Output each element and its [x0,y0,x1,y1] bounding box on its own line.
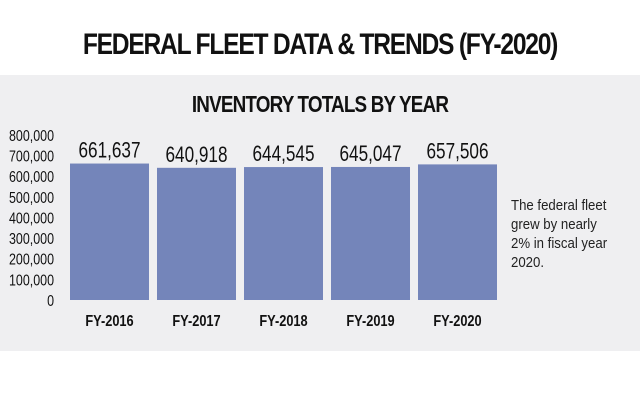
data-label: 640,918 [166,143,228,168]
x-tick-label: FY-2018 [259,313,307,331]
chart-title: INVENTORY TOTALS BY YEAR [191,91,449,117]
y-tick-label: 500,000 [9,189,54,207]
data-label: 644,545 [253,142,315,167]
chart-annotation: The federal fleet grew by nearly 2% in f… [511,197,608,271]
y-tick-label: 700,000 [9,148,54,166]
y-tick-label: 600,000 [9,169,54,187]
page-title: FEDERAL FLEET DATA & TRENDS (FY-2020) [82,28,559,61]
bar [331,166,410,300]
data-label: 657,506 [427,139,489,164]
bar [70,163,149,300]
data-label: 661,637 [79,139,141,164]
y-tick-label: 400,000 [9,210,54,228]
x-tick-label: FY-2020 [433,313,481,331]
bar [418,164,497,300]
bar [157,167,236,300]
x-tick-label: FY-2016 [85,313,133,331]
data-label: 645,047 [340,142,402,167]
y-tick-label: 0 [47,293,54,311]
y-tick-label: 100,000 [9,272,54,290]
x-tick-label: FY-2019 [346,313,394,331]
y-tick-label: 200,000 [9,251,54,269]
bar [244,167,323,300]
y-tick-label: 300,000 [9,231,54,249]
x-tick-label: FY-2017 [172,313,220,331]
y-tick-label: 800,000 [9,128,54,146]
